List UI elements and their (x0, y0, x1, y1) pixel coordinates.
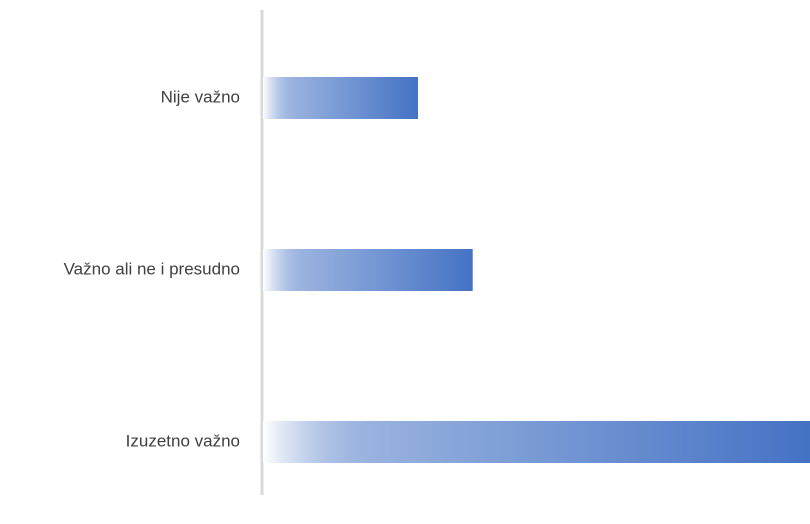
bar (263, 249, 473, 291)
category-label: Izuzetno važno (126, 431, 240, 450)
category-label: Važno ali ne i presudno (64, 259, 240, 278)
bar (263, 77, 418, 119)
category-label: Nije važno (161, 87, 240, 106)
bar (263, 421, 810, 463)
